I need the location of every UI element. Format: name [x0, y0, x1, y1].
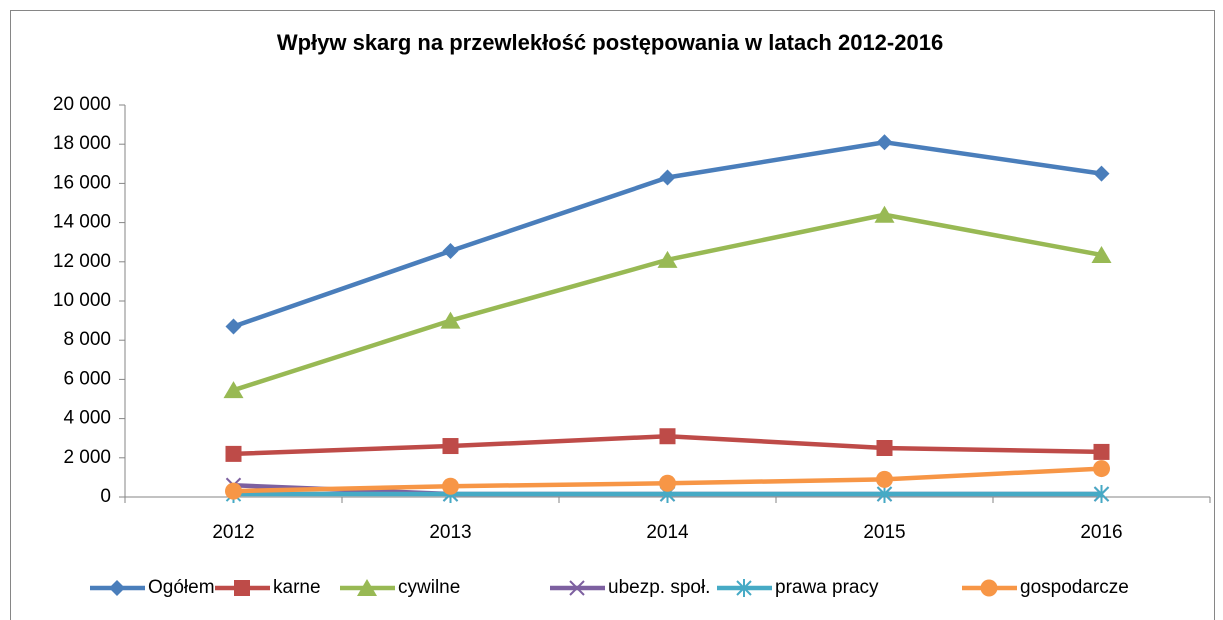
y-tick-label: 6 000	[63, 368, 111, 389]
point-marker	[1093, 165, 1110, 182]
legend-label: Ogółem	[148, 577, 215, 598]
point-marker	[874, 205, 895, 223]
x-tick-label: 2016	[1080, 522, 1122, 543]
point-marker	[659, 169, 676, 186]
point-marker	[876, 485, 893, 504]
y-tick-label: 0	[100, 486, 111, 507]
legend-label: cywilne	[398, 577, 460, 598]
legend-marker	[980, 579, 998, 597]
x-tick-label: 2012	[212, 522, 254, 543]
y-tick-label: 18 000	[53, 133, 111, 154]
point-marker	[876, 134, 893, 151]
x-tick-label: 2015	[863, 522, 905, 543]
y-tick-label: 20 000	[53, 94, 111, 115]
chart-border	[10, 10, 1215, 620]
point-marker	[442, 477, 459, 495]
point-marker	[657, 250, 678, 268]
point-marker	[1093, 443, 1110, 460]
legend-marker	[357, 579, 377, 596]
x-tick-label: 2014	[646, 522, 689, 543]
chart-title: Wpływ skarg na przewlekłość postępowania…	[277, 30, 943, 55]
point-marker	[876, 470, 893, 488]
point-marker	[659, 428, 676, 445]
y-tick-label: 10 000	[53, 290, 111, 311]
legend-label: prawa pracy	[775, 577, 879, 598]
point-marker	[1093, 460, 1110, 478]
point-marker	[1091, 245, 1112, 263]
legend-label: ubezp. społ.	[608, 577, 710, 598]
legend-label: karne	[273, 577, 321, 598]
point-marker	[1093, 485, 1110, 504]
point-marker	[659, 474, 676, 492]
point-marker	[442, 438, 459, 455]
y-tick-label: 2 000	[63, 447, 111, 468]
y-tick-label: 8 000	[63, 329, 111, 350]
point-marker	[225, 482, 242, 500]
point-marker	[440, 311, 461, 329]
legend-marker	[736, 579, 752, 597]
point-marker	[223, 381, 244, 399]
y-tick-label: 16 000	[53, 172, 111, 193]
point-marker	[225, 318, 242, 335]
point-marker	[442, 243, 459, 260]
y-tick-label: 14 000	[53, 212, 111, 233]
point-marker	[876, 440, 893, 456]
y-tick-label: 12 000	[53, 251, 111, 272]
legend-label: gospodarcze	[1020, 577, 1129, 598]
y-tick-label: 4 000	[63, 408, 111, 429]
legend-marker	[109, 580, 125, 596]
x-tick-label: 2013	[429, 522, 471, 543]
legend-marker	[569, 580, 585, 596]
legend-marker	[234, 580, 250, 596]
point-marker	[225, 445, 242, 462]
